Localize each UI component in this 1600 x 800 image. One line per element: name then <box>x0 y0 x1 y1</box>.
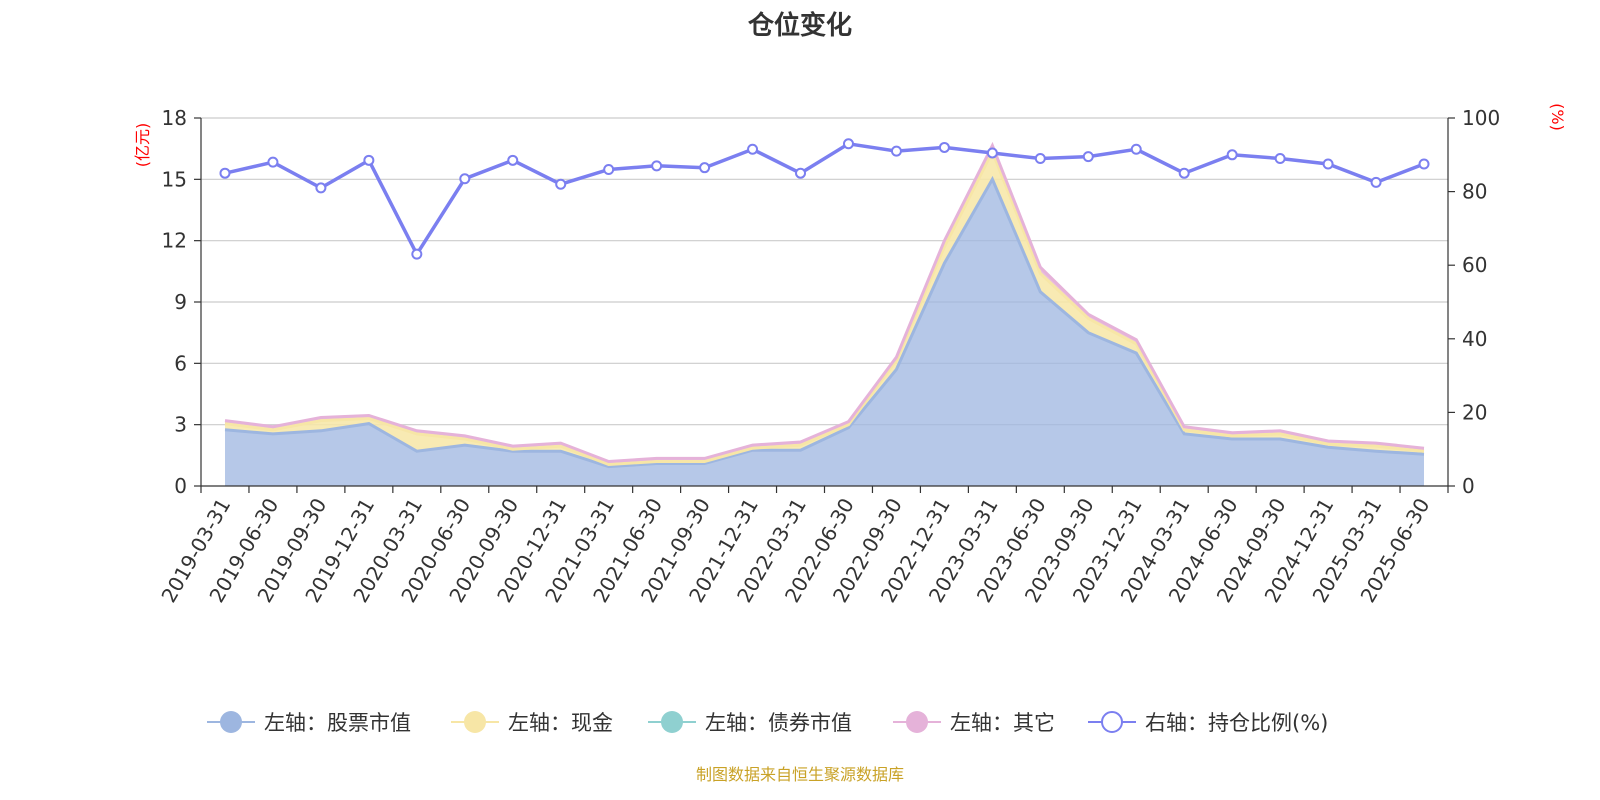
area-top-line <box>224 148 1425 467</box>
chart-title: 仓位变化 <box>747 10 852 41</box>
left-axis-tick-label: 15 <box>162 167 187 191</box>
ratio-point <box>555 178 567 190</box>
left-axis-tick-label: 18 <box>162 106 187 130</box>
ratio-point <box>795 167 807 179</box>
legend-label: 右轴：持仓比例(%) <box>1145 711 1328 735</box>
legend-marker <box>661 711 683 733</box>
ratio-point <box>842 138 854 150</box>
left-axis-unit: (亿元) <box>133 123 152 168</box>
left-axis-tick-label: 3 <box>174 413 187 437</box>
ratio-point <box>938 141 950 153</box>
right-axis-tick-label: 0 <box>1462 474 1475 498</box>
ratio-point <box>1274 152 1286 164</box>
area-fill <box>225 151 1424 467</box>
ratio-point <box>1082 151 1094 163</box>
ratio-point <box>651 160 663 172</box>
left-axis-tick-label: 12 <box>162 229 187 253</box>
ratio-point <box>1418 158 1430 170</box>
ratio-point <box>1370 176 1382 188</box>
ratio-point <box>1034 152 1046 164</box>
ratio-point <box>411 248 423 260</box>
ratio-point <box>1226 149 1238 161</box>
legend: 左轴：股票市值 左轴：现金 左轴：债券市值 左轴：其它 右轴：持仓比例(%) <box>207 711 1328 735</box>
data-source-note: 制图数据来自恒生聚源数据库 <box>696 765 904 784</box>
legend-label: 左轴：其它 <box>950 711 1055 735</box>
axes: 03691215180204060801002019-03-312019-06-… <box>156 106 1500 607</box>
ratio-point <box>603 164 615 176</box>
area-fill <box>225 151 1424 465</box>
ratio-point <box>315 182 327 194</box>
right-axis-unit: (%) <box>1548 103 1567 131</box>
position-ratio-line <box>219 138 1430 260</box>
legend-label: 左轴：现金 <box>508 711 613 735</box>
legend-label: 左轴：债券市值 <box>705 711 852 735</box>
ratio-line <box>224 141 1425 258</box>
legend-marker <box>1101 711 1123 733</box>
stacked-areas <box>224 141 1425 487</box>
ratio-point <box>267 156 279 168</box>
legend-marker <box>220 711 242 733</box>
left-axis-tick-label: 6 <box>174 351 187 375</box>
ratio-point <box>363 154 375 166</box>
grid-lines <box>201 117 1448 426</box>
right-axis-tick-label: 60 <box>1462 253 1487 277</box>
ratio-point <box>1178 167 1190 179</box>
right-axis-tick-label: 100 <box>1462 106 1500 130</box>
left-axis-tick-label: 9 <box>174 290 187 314</box>
ratio-point <box>507 154 519 166</box>
ratio-point <box>986 147 998 159</box>
ratio-point <box>890 145 902 157</box>
legend-marker <box>906 711 928 733</box>
right-axis-tick-label: 40 <box>1462 327 1487 351</box>
ratio-point <box>219 167 231 179</box>
area-fill <box>225 145 1424 465</box>
ratio-point <box>459 173 471 185</box>
right-axis-tick-label: 80 <box>1462 180 1487 204</box>
right-axis-tick-label: 20 <box>1462 400 1487 424</box>
ratio-point <box>699 162 711 174</box>
ratio-point <box>747 143 759 155</box>
legend-label: 左轴：股票市值 <box>264 711 411 735</box>
ratio-point <box>1322 158 1334 170</box>
area-top-line <box>224 141 1425 464</box>
area-fill <box>225 179 1424 487</box>
legend-marker <box>464 711 486 733</box>
ratio-point <box>1130 143 1142 155</box>
area-top-line <box>224 175 1425 469</box>
left-axis-tick-label: 0 <box>174 474 187 498</box>
